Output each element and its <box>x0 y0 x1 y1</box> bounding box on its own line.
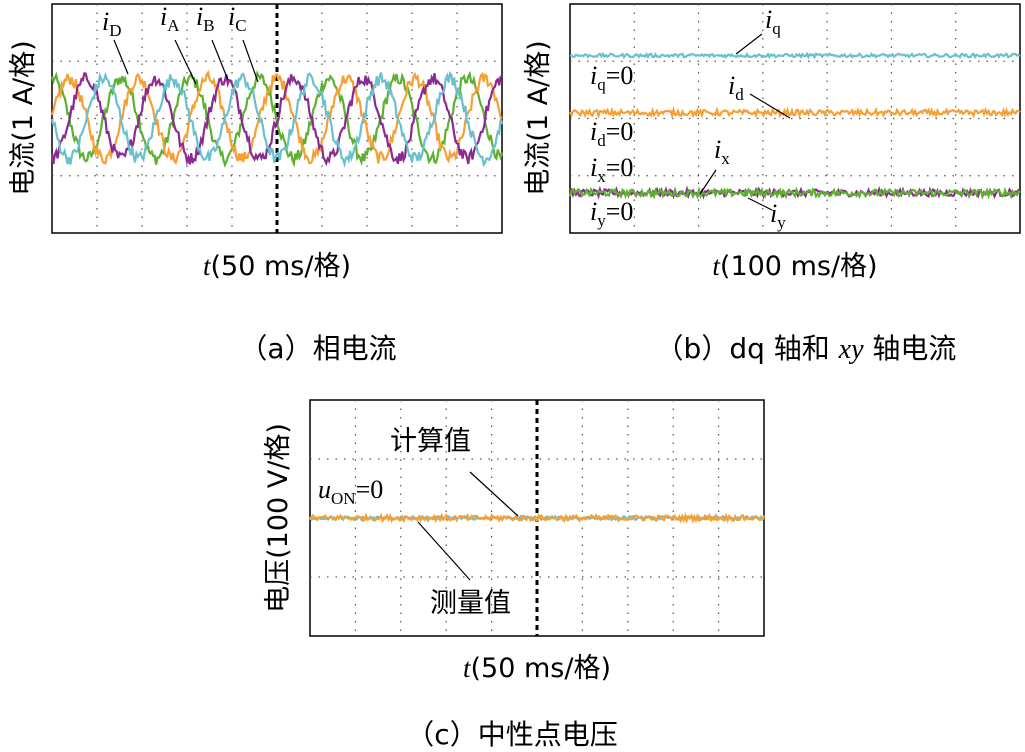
label-iq: iq <box>765 5 781 38</box>
panel-a-caption: （a）相电流 <box>239 332 396 365</box>
label-iC: iC <box>228 2 247 35</box>
panel-c-caption: （c）中性点电压 <box>406 718 617 751</box>
label-measured: 测量值 <box>430 588 511 619</box>
leader-iA <box>174 39 197 85</box>
panel-b-caption: （b）dq 轴和 xy 轴电流 <box>656 332 957 365</box>
label-iA: iA <box>160 2 180 35</box>
trace-id <box>569 106 1021 120</box>
label-iD: iD <box>102 7 122 40</box>
trace-iC <box>50 70 504 168</box>
trace-ix <box>568 186 1021 200</box>
panel-b-traces <box>568 51 1021 200</box>
leader-calculated <box>469 471 519 517</box>
label-ix: ix <box>714 135 730 168</box>
leader-id <box>749 93 791 119</box>
leader-iD <box>113 39 129 75</box>
panel-c-ylabel: 电压(100 V/格) <box>263 423 294 613</box>
leader-iC <box>242 39 259 83</box>
label-calculated: 计算值 <box>390 426 471 457</box>
panel-c: 计算值 测量值 uON=0 电压(100 V/格) t(50 ms/格) （c）… <box>263 399 766 751</box>
panel-c-traces <box>309 512 766 524</box>
zero-marker-uON: uON=0 <box>318 475 383 508</box>
leader-iq <box>735 33 763 55</box>
panel-a-xlabel: t(50 ms/格) <box>203 251 351 282</box>
panel-b: iq id ix iy iq=0 id=0 ix=0 iy=0 电流(1 A/格… <box>523 3 1021 365</box>
panel-a-traces <box>50 69 504 168</box>
trace-measured <box>309 512 766 524</box>
leader-ix <box>699 169 717 195</box>
label-iB: iB <box>196 2 215 35</box>
label-id: id <box>728 71 744 104</box>
zero-marker-iy: iy=0 <box>590 197 633 230</box>
label-iy: iy <box>770 199 786 232</box>
leader-iy <box>747 197 773 211</box>
panel-b-grid <box>570 4 1020 233</box>
trace-iq <box>569 51 1021 60</box>
trace-iB <box>50 72 503 167</box>
panel-b-ylabel: 电流(1 A/格) <box>523 40 554 195</box>
panel-a-grid <box>52 4 502 233</box>
zero-marker-id: id=0 <box>590 117 633 150</box>
panel-a-ylabel: 电流(1 A/格) <box>8 40 39 195</box>
panel-c-xlabel: t(50 ms/格) <box>463 653 611 684</box>
zero-marker-ix: ix=0 <box>590 153 633 186</box>
trace-iA <box>50 69 503 165</box>
leader-measured <box>417 521 471 581</box>
leader-iB <box>211 39 229 81</box>
zero-marker-iq: iq=0 <box>590 61 633 94</box>
panel-a: iD iA iB iC 电流(1 A/格) t(50 ms/格) （a）相电流 <box>8 2 504 365</box>
panel-b-xlabel: t(100 ms/格) <box>712 251 877 282</box>
